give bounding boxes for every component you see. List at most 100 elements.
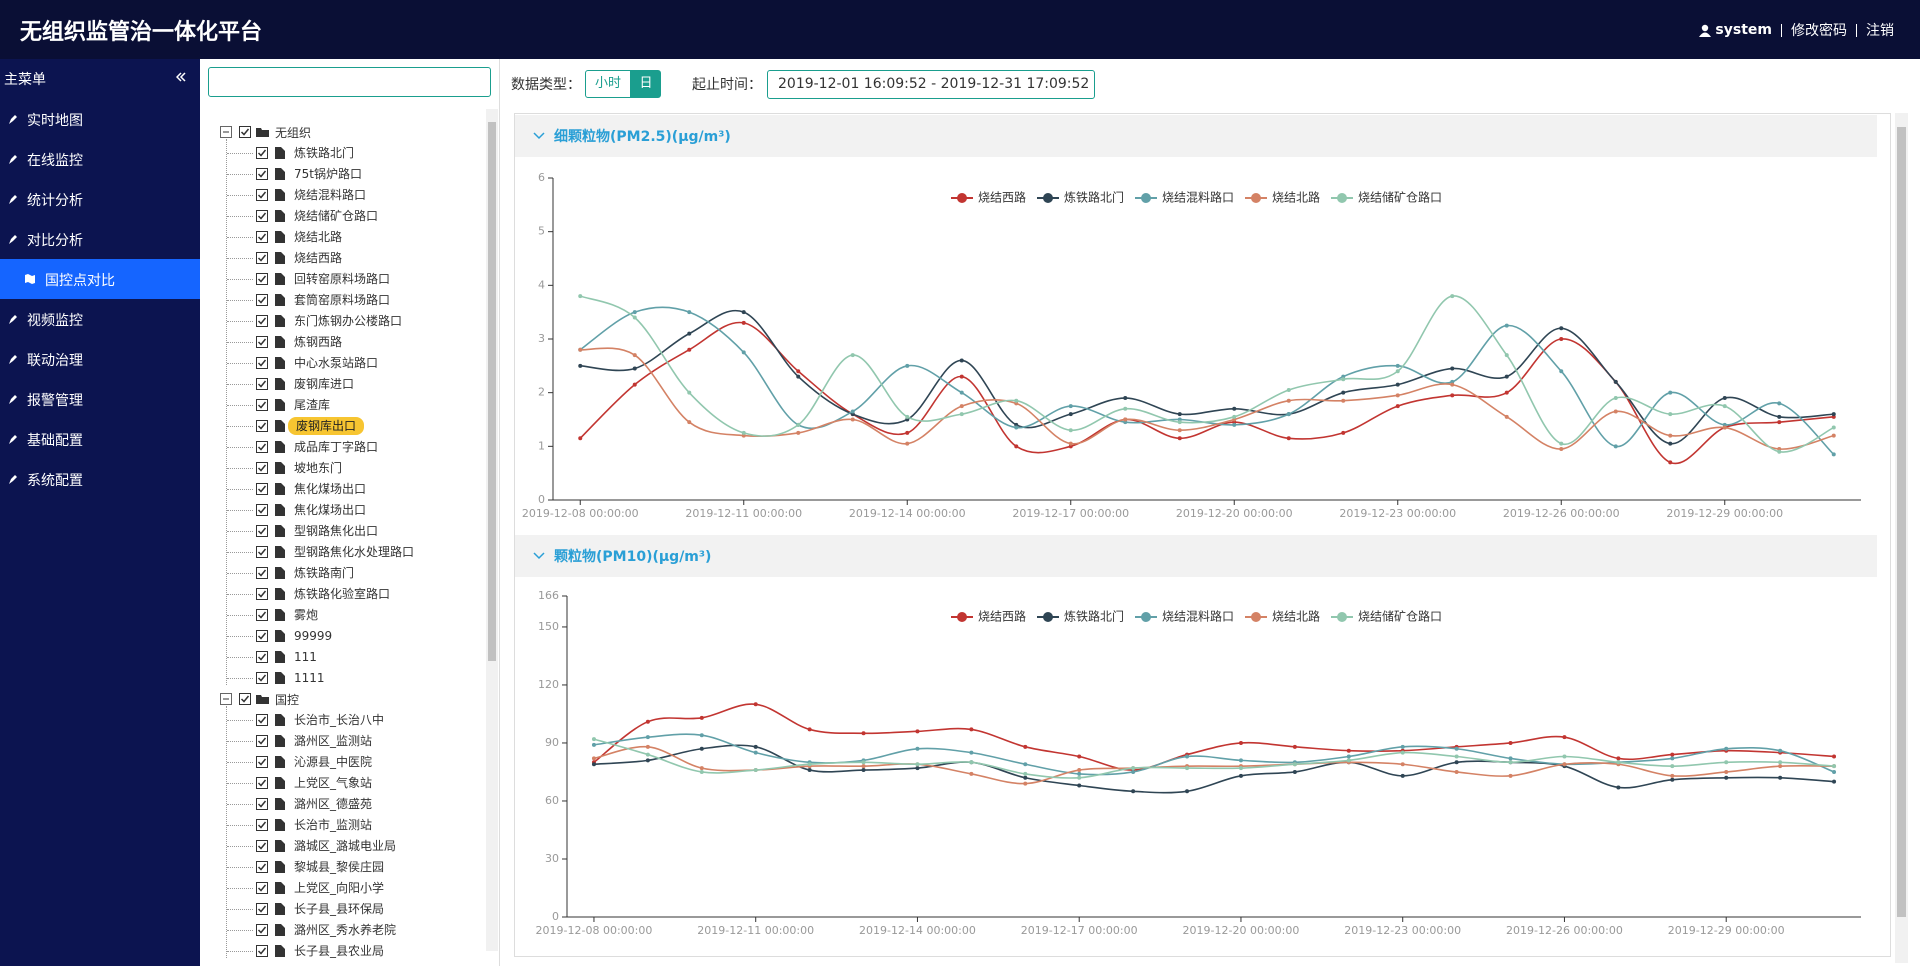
tree-leaf-label[interactable]: 1111	[294, 671, 325, 685]
menu-item[interactable]: 实时地图	[0, 99, 200, 139]
menu-title: 主菜单	[4, 72, 46, 88]
tree-leaf-label[interactable]: 上党区_气象站	[294, 776, 373, 790]
tree-leaf-label[interactable]: 99999	[294, 629, 333, 643]
tree-leaf-label[interactable]: 烧结储矿仓路口	[294, 209, 379, 223]
tree-leaf-label[interactable]: 炼钢西路	[294, 335, 343, 349]
tree-leaf-label[interactable]: 炼铁路北门	[294, 146, 355, 160]
data-point	[1232, 422, 1237, 427]
tree-leaf-label[interactable]: 烧结西路	[294, 251, 343, 265]
tree-leaf-label[interactable]: 废钢库出口	[288, 417, 365, 435]
tree-node-label[interactable]: 国控	[275, 693, 300, 707]
box	[256, 546, 268, 558]
scroll-thumb[interactable]	[1897, 127, 1906, 917]
file-icon	[275, 378, 285, 390]
tree-leaf-label[interactable]: 黎城县_黎侯庄园	[294, 860, 385, 874]
file-icon	[275, 315, 285, 327]
box	[256, 567, 268, 579]
change-password-link[interactable]: 修改密码	[1791, 23, 1847, 39]
box	[256, 189, 268, 201]
scroll-thumb[interactable]	[488, 122, 496, 661]
tree-leaf-label[interactable]: 长治市_长治八中	[294, 713, 385, 727]
submenu-item[interactable]: 国控点对比	[0, 259, 200, 299]
user-name[interactable]: system	[1715, 22, 1772, 38]
shape	[275, 672, 285, 684]
tree-leaf-label[interactable]: 潞城区_潞城电业局	[294, 839, 397, 853]
tree-leaf-label[interactable]: 成品库丁字路口	[294, 440, 379, 454]
collapse-icon[interactable]	[176, 72, 186, 82]
tree-leaf-label[interactable]: 75t锅炉路口	[294, 167, 362, 181]
tree-node-label[interactable]: 无组织	[275, 126, 312, 140]
tree-leaf-label[interactable]: 回转窑原料场路口	[294, 272, 391, 286]
tick	[257, 863, 267, 871]
data-point	[1077, 771, 1082, 776]
box	[256, 462, 268, 474]
tree-leaf-label[interactable]: 型钢路焦化出口	[294, 524, 379, 538]
file-icon	[275, 231, 285, 243]
checkbox	[256, 714, 268, 726]
menu-item[interactable]: 系统配置	[0, 459, 200, 499]
menu-icon	[9, 395, 17, 404]
tree-leaf-label[interactable]: 长治市_监测站	[294, 818, 373, 832]
tree-leaf-label[interactable]: 长子县_县农业局	[294, 944, 385, 958]
data-point	[969, 727, 974, 732]
tick	[257, 611, 267, 619]
file-icon	[275, 861, 285, 873]
menu-item[interactable]: 对比分析	[0, 219, 200, 259]
data-point	[699, 746, 704, 751]
tree-leaf-label[interactable]: 潞州区_秀水养老院	[294, 923, 397, 937]
y-tick-label: 30	[545, 852, 559, 865]
tree-leaf-label[interactable]: 中心水泵站路口	[294, 356, 379, 370]
tree-leaf-label[interactable]: 烧结混料路口	[294, 188, 367, 202]
file-icon	[275, 147, 285, 159]
tree-leaf-label[interactable]: 炼铁路化验室路口	[294, 587, 391, 601]
tree-leaf-label[interactable]: 炼铁路南门	[294, 566, 355, 580]
legend-marker	[1337, 193, 1347, 203]
tick	[257, 275, 267, 283]
menu-item[interactable]: 联动治理	[0, 339, 200, 379]
tree-leaf-label[interactable]: 长子县_县环保局	[294, 902, 385, 916]
data-point	[1023, 744, 1028, 749]
tree-leaf-label[interactable]: 套筒窑原料场路口	[294, 293, 391, 307]
data-point	[1023, 771, 1028, 776]
legend-marker	[957, 193, 967, 203]
tree-leaf-label[interactable]: 焦化煤场出口	[294, 482, 367, 496]
tree-leaf-label[interactable]: 雾炮	[294, 608, 319, 622]
tick	[257, 254, 267, 262]
data-point	[1238, 758, 1243, 763]
time-range-input[interactable]: 2019-12-01 16:09:52 - 2019-12-31 17:09:5…	[767, 70, 1095, 99]
data-point	[850, 353, 855, 358]
icon-shape	[9, 195, 17, 204]
tree-leaf-label[interactable]: 尾渣库	[294, 398, 331, 412]
data-point	[1450, 294, 1455, 299]
logout-link[interactable]: 注销	[1866, 23, 1894, 39]
menu-item[interactable]: 报警管理	[0, 379, 200, 419]
tree-leaf-label[interactable]: 沁源县_中医院	[294, 755, 373, 769]
legend-label: 烧结北路	[1272, 190, 1320, 205]
data-point	[741, 430, 746, 435]
tree-leaf-label[interactable]: 111	[294, 650, 317, 664]
tree-line	[227, 153, 253, 154]
tree-leaf-label[interactable]: 坡地东门	[294, 461, 343, 475]
data-type-option[interactable]: 小时	[585, 70, 631, 98]
data-point	[578, 347, 583, 352]
menu-item[interactable]: 视频监控	[0, 299, 200, 339]
user-bar: system 修改密码 注销	[1699, 20, 1894, 40]
search-input[interactable]	[208, 67, 491, 97]
menu-item[interactable]: 在线监控	[0, 139, 200, 179]
tree-leaf-label[interactable]: 焦化煤场出口	[294, 503, 367, 517]
tree-leaf-label[interactable]: 烧结北路	[294, 230, 343, 244]
tree-leaf-label[interactable]: 东门炼钢办公楼路口	[294, 314, 403, 328]
tree-leaf-label[interactable]: 废钢库进口	[294, 377, 355, 391]
menu-item[interactable]: 统计分析	[0, 179, 200, 219]
tree-leaf-label[interactable]: 潞州区_监测站	[294, 734, 373, 748]
chart-header	[515, 535, 1877, 577]
data-type-option[interactable]: 日	[631, 70, 661, 98]
box	[256, 147, 268, 159]
tree-leaf-label[interactable]: 潞州区_德盛苑	[294, 797, 373, 811]
menu-item[interactable]: 基础配置	[0, 419, 200, 459]
shape	[275, 483, 285, 495]
shape	[275, 735, 285, 747]
tree-leaf-label[interactable]: 型钢路焦化水处理路口	[294, 545, 415, 559]
data-point	[1831, 412, 1836, 417]
tree-leaf-label[interactable]: 上党区_向阳小学	[294, 881, 385, 895]
